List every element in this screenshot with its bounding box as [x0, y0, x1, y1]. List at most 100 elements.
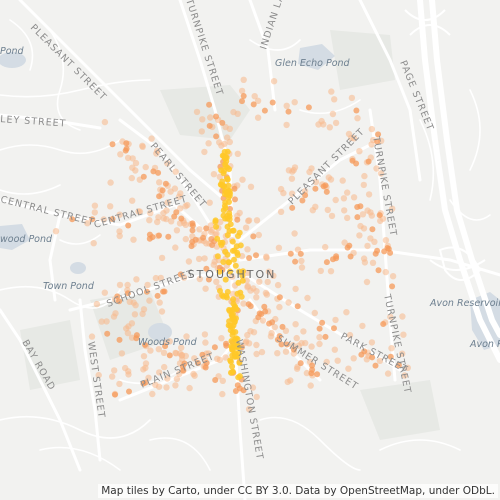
data-point — [240, 93, 247, 99]
data-point — [224, 175, 231, 182]
data-point — [347, 253, 354, 260]
data-point — [258, 348, 266, 356]
data-point — [240, 300, 247, 307]
data-point — [191, 355, 198, 362]
data-point — [203, 225, 210, 232]
data-point — [231, 256, 237, 263]
data-point — [266, 320, 273, 327]
data-point — [145, 374, 152, 381]
data-point — [210, 171, 218, 178]
data-point — [103, 318, 110, 325]
data-point — [395, 362, 402, 369]
data-point — [298, 264, 306, 271]
data-point — [178, 344, 185, 351]
data-point — [323, 259, 330, 266]
data-point — [288, 190, 296, 197]
data-point — [125, 222, 132, 229]
data-point — [291, 99, 298, 106]
data-point — [232, 196, 238, 203]
data-point — [292, 321, 299, 328]
data-point — [324, 206, 331, 214]
data-point — [109, 141, 116, 148]
highway-interchanges — [404, 9, 486, 281]
data-point — [112, 310, 119, 317]
data-point — [116, 281, 124, 289]
data-point — [229, 363, 236, 370]
data-point — [158, 308, 166, 315]
data-point — [332, 119, 340, 127]
data-point — [184, 201, 191, 209]
data-point — [376, 212, 383, 219]
data-point — [132, 302, 139, 309]
data-point — [156, 179, 163, 186]
data-point — [360, 181, 367, 189]
data-point — [230, 108, 237, 116]
data-point — [308, 343, 315, 350]
data-point — [226, 125, 233, 132]
data-point — [116, 232, 123, 240]
data-point — [185, 258, 193, 265]
data-point — [181, 360, 188, 367]
data-point — [156, 299, 163, 306]
water-labels: Pond Glen Echo Pond wood Pond Town Pond … — [0, 46, 500, 350]
data-point — [253, 341, 260, 349]
data-point — [154, 292, 161, 299]
data-point — [278, 341, 285, 348]
data-point — [239, 176, 246, 183]
data-point — [124, 154, 132, 162]
data-point — [361, 172, 368, 180]
data-point — [330, 256, 336, 263]
data-point — [344, 214, 351, 222]
water-wood-pond — [0, 224, 30, 250]
data-point — [316, 325, 323, 332]
data-point — [365, 158, 372, 165]
water-label-glen-echo: Glen Echo Pond — [275, 58, 351, 69]
data-point — [225, 322, 232, 329]
data-point — [140, 353, 148, 360]
data-point — [332, 316, 339, 324]
data-point — [274, 350, 281, 357]
data-point — [112, 391, 118, 398]
data-point — [232, 303, 238, 310]
data-point — [364, 242, 371, 250]
data-point — [124, 281, 131, 289]
data-point — [247, 183, 255, 190]
data-point — [107, 203, 114, 210]
data-point — [231, 185, 238, 192]
data-point — [130, 236, 137, 243]
data-point — [307, 382, 314, 389]
data-point — [142, 341, 148, 348]
data-point — [340, 195, 348, 202]
data-point — [309, 362, 316, 369]
data-point — [368, 125, 375, 133]
water-woods-pond — [148, 323, 172, 341]
data-point — [224, 232, 231, 239]
data-point — [251, 93, 258, 100]
data-point — [144, 281, 151, 289]
data-point — [399, 350, 406, 357]
data-point — [339, 177, 346, 184]
highway — [417, 0, 500, 363]
data-point — [255, 314, 262, 321]
data-point — [203, 360, 210, 366]
data-point — [226, 138, 233, 146]
data-point — [316, 334, 323, 341]
data-point — [190, 370, 197, 378]
data-point — [323, 358, 330, 366]
data-point — [300, 328, 307, 335]
data-point — [153, 150, 160, 157]
data-point — [218, 335, 225, 342]
data-point — [294, 303, 301, 310]
data-point — [327, 268, 335, 275]
data-point — [213, 113, 219, 120]
data-point — [236, 373, 243, 380]
data-point — [363, 278, 371, 286]
data-point — [201, 331, 209, 338]
data-point — [101, 118, 109, 126]
data-point — [189, 220, 196, 227]
data-point — [250, 233, 257, 240]
data-point — [322, 243, 329, 251]
data-point — [211, 344, 218, 351]
data-point — [91, 202, 99, 209]
